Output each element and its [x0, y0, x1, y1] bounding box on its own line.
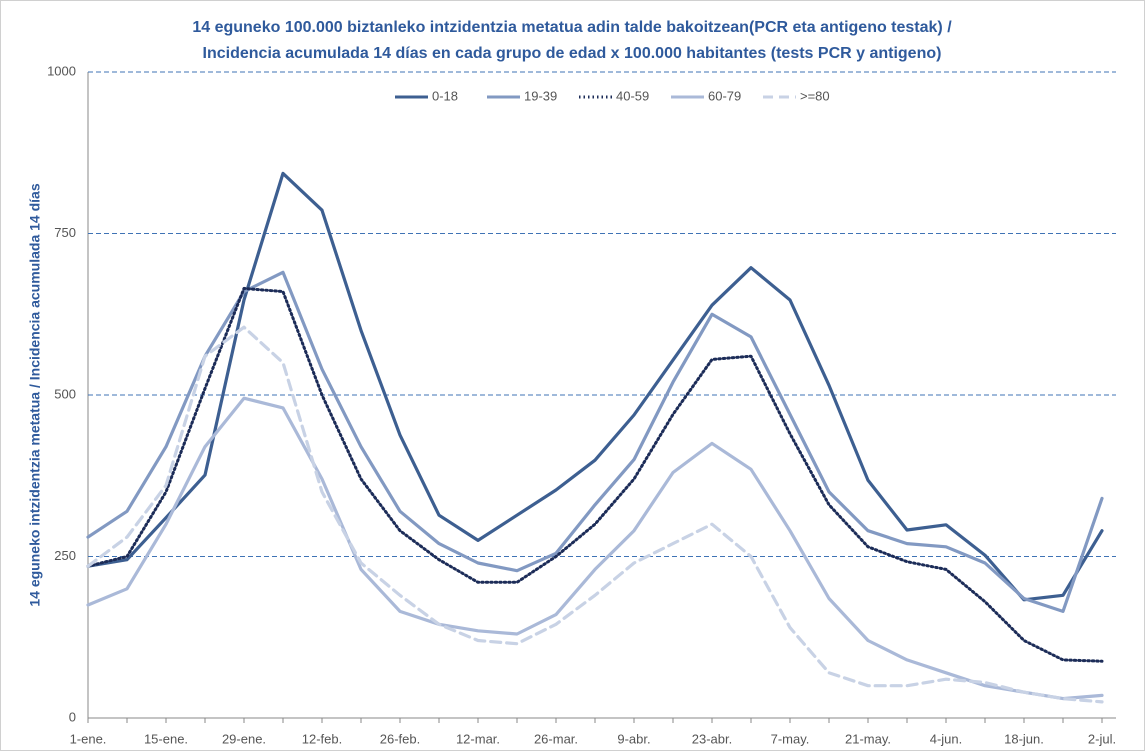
- x-tick-label: 23-abr.: [692, 731, 732, 746]
- x-tick-label: 9-abr.: [617, 731, 650, 746]
- x-tick-label: 12-feb.: [302, 731, 342, 746]
- line-series: [86, 325, 1104, 704]
- x-tick-label: 4-jun.: [930, 731, 963, 746]
- x-tick-label: 29-ene.: [222, 731, 266, 746]
- x-tick-label: 1-ene.: [70, 731, 107, 746]
- x-tick-label: 2-jul.: [1088, 731, 1116, 746]
- x-tick-label: 26-mar.: [534, 731, 578, 746]
- y-tick-label: 0: [69, 709, 76, 724]
- x-tick-label: 12-mar.: [456, 731, 500, 746]
- line-series: [86, 171, 1104, 602]
- y-tick-label: 250: [54, 548, 76, 563]
- x-tick-label: 18-jun.: [1004, 731, 1044, 746]
- chart-title: 14 eguneko 100.000 biztanleko intzidentz…: [192, 19, 952, 36]
- legend-label: >=80: [800, 88, 830, 103]
- y-tick-label: 750: [54, 225, 76, 240]
- legend-label: 60-79: [708, 88, 741, 103]
- x-tick-label: 7-may.: [771, 731, 810, 746]
- line-series: [86, 286, 1104, 663]
- x-tick-label: 21-may.: [845, 731, 891, 746]
- x-tick-label: 15-ene.: [144, 731, 188, 746]
- legend-label: 40-59: [616, 88, 649, 103]
- legend-label: 0-18: [432, 88, 458, 103]
- line-series: [86, 270, 1104, 613]
- y-tick-label: 1000: [47, 63, 76, 78]
- legend-label: 19-39: [524, 88, 557, 103]
- y-axis-label: 14 eguneko intzidentzia metatua / Incide…: [27, 183, 43, 606]
- y-tick-label: 500: [54, 386, 76, 401]
- chart-title: Incidencia acumulada 14 días en cada gru…: [203, 45, 942, 62]
- x-tick-label: 26-feb.: [380, 731, 420, 746]
- line-series: [86, 396, 1104, 701]
